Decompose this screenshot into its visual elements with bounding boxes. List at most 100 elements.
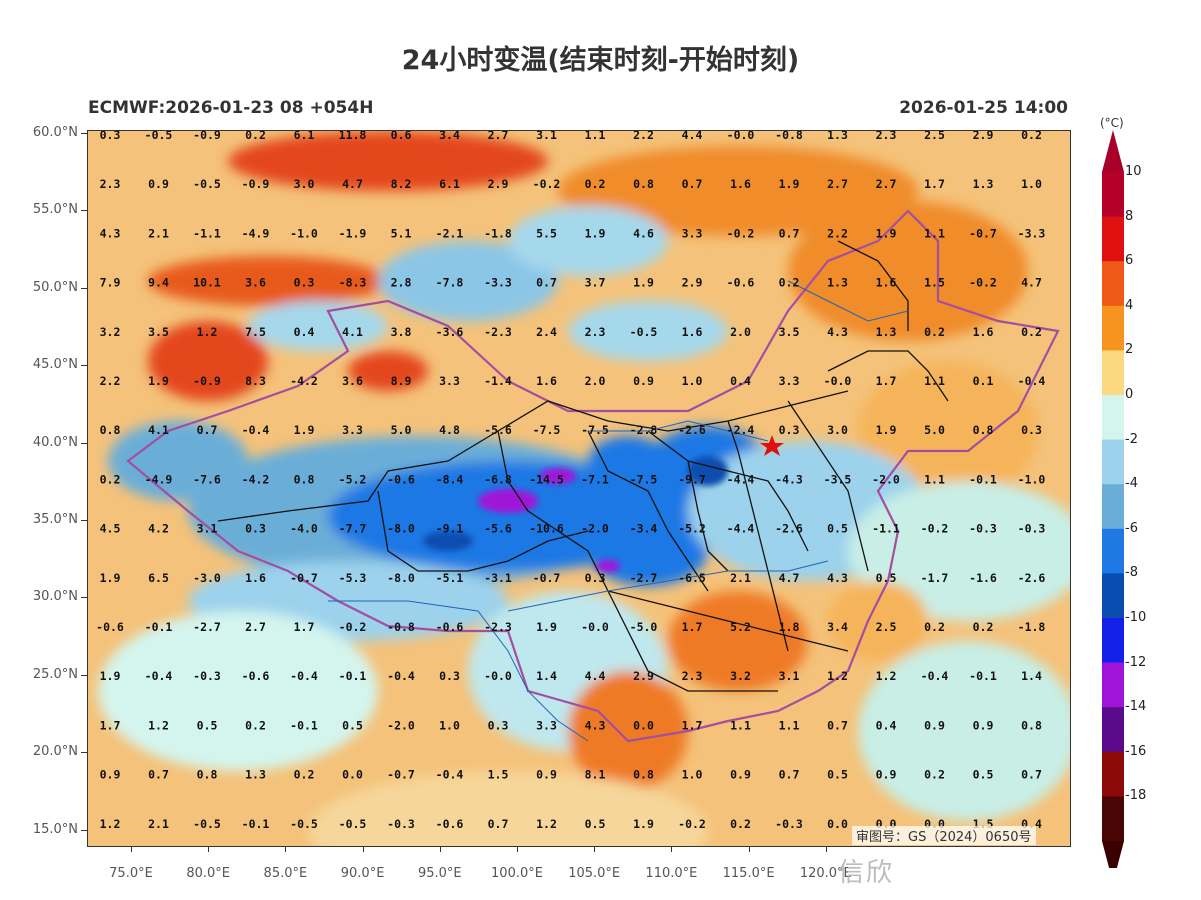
colorbar-level-label: 8 <box>1125 208 1134 224</box>
colorbar-level-label: -8 <box>1125 565 1138 581</box>
grid-value: 4.5 <box>100 522 121 536</box>
grid-value: -3.3 <box>1018 226 1046 240</box>
lon-tick <box>362 846 364 852</box>
grid-value: 1.2 <box>148 718 169 732</box>
grid-value: -1.0 <box>1018 472 1046 486</box>
grid-value: 0.7 <box>488 817 509 831</box>
grid-value: -4.4 <box>727 472 755 486</box>
grid-value: -0.9 <box>193 374 221 388</box>
colorbar-level-label: -18 <box>1125 788 1147 804</box>
grid-value: -0.3 <box>193 669 221 683</box>
grid-value: 0.9 <box>633 374 654 388</box>
grid-value: -8.0 <box>387 571 415 585</box>
grid-value: 0.3 <box>779 423 800 437</box>
colorbar-level-label: 10 <box>1125 164 1142 179</box>
grid-value: 4.2 <box>148 522 169 536</box>
grid-value: 3.1 <box>536 131 557 142</box>
grid-value: 0.9 <box>973 718 994 732</box>
grid-value: 0.2 <box>779 276 800 290</box>
grid-value: -3.0 <box>193 571 221 585</box>
grid-value: -7.7 <box>339 522 367 536</box>
lat-tick <box>81 210 87 212</box>
grid-value: 2.7 <box>827 177 848 191</box>
grid-value: -1.9 <box>339 226 367 240</box>
colorbar-segment <box>1102 618 1124 664</box>
grid-value: -0.0 <box>727 131 755 142</box>
grid-value: 1.9 <box>100 669 121 683</box>
grid-value: 3.0 <box>294 177 315 191</box>
lat-tick-label: 40.0°N <box>32 434 78 450</box>
grid-value: 0.0 <box>827 817 848 831</box>
grid-value: 4.8 <box>439 423 460 437</box>
grid-value: -0.6 <box>727 276 755 290</box>
grid-value: 1.7 <box>100 718 121 732</box>
grid-value: 0.2 <box>1021 131 1042 142</box>
map-title: 24小时变温(结束时刻-开始时刻) <box>401 45 800 76</box>
grid-value: -2.0 <box>872 472 900 486</box>
grid-value: 0.3 <box>1021 423 1042 437</box>
grid-value: 11.8 <box>339 131 367 142</box>
grid-value: -0.6 <box>436 817 464 831</box>
lon-tick <box>671 846 673 852</box>
grid-value: 0.7 <box>779 226 800 240</box>
grid-value: -7.5 <box>581 423 609 437</box>
colorbar-level-label: -2 <box>1125 431 1138 447</box>
grid-value: -0.0 <box>581 620 609 634</box>
grid-value: -2.4 <box>727 423 755 437</box>
grid-value: 6.5 <box>148 571 169 585</box>
grid-value: -0.0 <box>824 374 852 388</box>
grid-value: -0.5 <box>193 817 221 831</box>
grid-value: -0.2 <box>727 226 755 240</box>
grid-value: -0.2 <box>921 522 949 536</box>
grid-value: 1.4 <box>536 669 557 683</box>
grid-value: 0.5 <box>585 817 606 831</box>
grid-value: -0.6 <box>387 472 415 486</box>
grid-value: -14.5 <box>529 472 564 486</box>
grid-value: 1.9 <box>876 423 897 437</box>
colorbar-segment <box>1102 261 1124 307</box>
grid-value: -4.9 <box>145 472 173 486</box>
lon-tick-label: 95.0°E <box>417 866 462 881</box>
colorbar-segment <box>1102 528 1124 574</box>
grid-value: 0.4 <box>876 718 897 732</box>
grid-value: 2.2 <box>827 226 848 240</box>
colorbar-segment <box>1102 662 1124 708</box>
grid-value: -0.1 <box>290 718 318 732</box>
grid-value: -5.3 <box>339 571 367 585</box>
grid-value: -0.2 <box>969 276 997 290</box>
grid-value: 2.9 <box>633 669 654 683</box>
grid-value: 0.2 <box>924 325 945 339</box>
grid-value: 0.1 <box>973 374 994 388</box>
grid-value: -8.0 <box>387 522 415 536</box>
valid-time-label: 2026-01-25 14:00 <box>899 98 1068 118</box>
grid-value: -3.5 <box>824 472 852 486</box>
grid-value: -2.7 <box>193 620 221 634</box>
lon-tick <box>285 846 287 852</box>
grid-value: -2.0 <box>387 718 415 732</box>
lat-tick-label: 15.0°N <box>32 821 78 837</box>
colorbar-segment <box>1102 796 1124 842</box>
grid-value: 0.8 <box>197 768 218 782</box>
lat-tick-label: 25.0°N <box>32 666 78 682</box>
grid-value: 0.7 <box>682 177 703 191</box>
grid-value: -0.6 <box>242 669 270 683</box>
colorbar-unit: (°C) <box>1100 116 1124 130</box>
grid-value: 2.3 <box>100 177 121 191</box>
grid-value: -0.4 <box>145 669 173 683</box>
grid-value: -2.6 <box>775 522 803 536</box>
grid-value: 3.1 <box>197 522 218 536</box>
grid-value: 3.5 <box>779 325 800 339</box>
grid-value: 3.2 <box>730 669 751 683</box>
grid-value: 5.5 <box>536 226 557 240</box>
country-border <box>126 209 1060 743</box>
grid-value: 1.5 <box>924 276 945 290</box>
grid-value: 8.3 <box>245 374 266 388</box>
grid-value: 4.3 <box>100 226 121 240</box>
grid-value: 2.7 <box>488 131 509 142</box>
grid-value: -6.5 <box>678 571 706 585</box>
grid-value: 3.5 <box>148 325 169 339</box>
grid-value: 0.2 <box>924 620 945 634</box>
grid-value: 0.5 <box>827 522 848 536</box>
grid-value: 2.5 <box>924 131 945 142</box>
grid-value: 1.0 <box>439 718 460 732</box>
